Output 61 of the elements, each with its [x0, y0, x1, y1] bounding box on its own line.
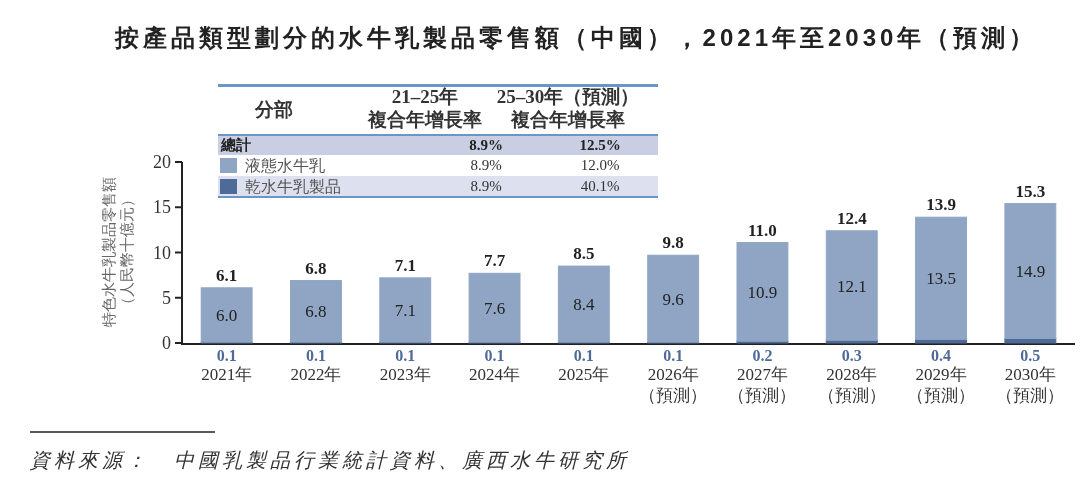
title: 按產品類型劃分的水牛乳製品零售額（中國），2021年至2030年（預測）	[114, 24, 1038, 51]
y-tick-label: 15	[153, 197, 171, 218]
text: 12.5%	[579, 137, 621, 153]
legend-label: 液態水牛乳	[245, 156, 325, 176]
legend-label: 乾水牛乳製品	[245, 177, 341, 197]
text: 8.9%	[469, 137, 503, 153]
annotation: 8.9%	[470, 157, 502, 173]
text: 分部	[255, 99, 293, 120]
total-label: 11.0	[748, 220, 777, 240]
y-tick-label: 0	[162, 333, 171, 353]
text: 25–30年（預測）	[496, 86, 640, 107]
x-tick-label: 2026年（預測）	[639, 365, 708, 405]
data-label: 0.5	[1020, 347, 1041, 364]
total-label: 6.1	[216, 265, 238, 285]
x-tick-label: 2022年	[290, 365, 342, 384]
data-label: 6.8	[305, 302, 327, 322]
x-tick-label: 2023年	[379, 365, 431, 384]
data-label: 0.1	[663, 347, 684, 364]
data-label: 12.1	[836, 276, 867, 296]
data-label: 8.4	[573, 295, 595, 315]
annotation: 8.9%	[470, 178, 502, 194]
data-label: 9.6	[662, 289, 684, 309]
y-tick-label: 5	[162, 287, 171, 308]
total-label: 7.1	[394, 255, 416, 275]
data-label: 6.0	[216, 305, 238, 325]
data-label: 7.1	[394, 300, 416, 320]
data-label: 0.1	[305, 347, 326, 364]
data-label: 10.9	[747, 282, 778, 302]
annotation: 12.0%	[579, 156, 621, 175]
total-label: 8.5	[573, 244, 595, 264]
data-label: 0.1	[484, 347, 505, 364]
x-tick-label: 2024年	[469, 365, 521, 384]
data-label: 0.1	[573, 347, 594, 364]
text: 複合年增長率	[511, 109, 625, 130]
text: 複合年增長率	[368, 109, 482, 130]
data-label: 0.3	[841, 347, 862, 364]
data-label: 14.9	[1015, 262, 1046, 282]
total-label: 6.8	[305, 258, 327, 278]
x-tick-label: 2027年（預測）	[728, 365, 797, 405]
x-tick-label: 2028年（預測）	[817, 365, 886, 405]
data-label: 0.1	[216, 347, 237, 364]
total-label: 12.4	[836, 208, 868, 228]
data-label: 0.2	[752, 347, 773, 364]
y-tick-label: 10	[153, 242, 171, 263]
annotation: 40.1%	[579, 177, 621, 196]
data-label: 13.5	[926, 269, 956, 289]
x-tick-label: 2021年	[201, 365, 253, 384]
source-note: 資料來源： 中國乳製品行業統計資料、廣西水牛研究所	[30, 449, 630, 471]
text: 總計	[221, 137, 251, 153]
total-label: 7.7	[483, 251, 506, 271]
total-label: 9.8	[662, 233, 684, 253]
text: 21–25年	[391, 86, 459, 107]
x-tick-label: 2029年（預測）	[907, 365, 976, 405]
x-tick-label: 2025年	[558, 365, 610, 384]
total-label: 15.3	[1015, 181, 1046, 201]
data-label: 7.6	[483, 298, 506, 318]
y-tick-label: 20	[153, 152, 171, 172]
data-label: 0.4	[931, 347, 952, 364]
total-label: 13.9	[926, 195, 956, 215]
data-label: 0.1	[395, 347, 416, 364]
x-tick-label: 2030年（預測）	[996, 365, 1065, 405]
